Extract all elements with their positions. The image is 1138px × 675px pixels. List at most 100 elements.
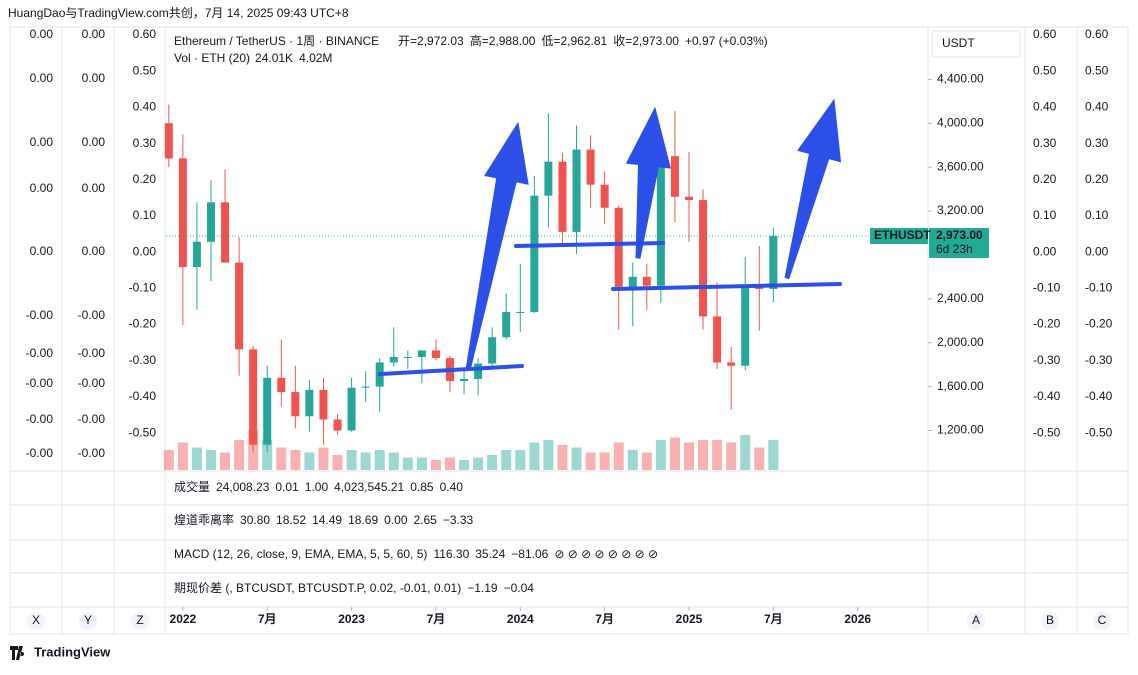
candle-body bbox=[431, 350, 440, 359]
pane-legend: 0.40 bbox=[440, 480, 464, 494]
left-scale-label: -0.10 bbox=[129, 281, 157, 295]
volume-bar bbox=[641, 452, 652, 470]
scale-button[interactable] bbox=[1093, 612, 1111, 630]
legend-key: 开= bbox=[398, 34, 417, 48]
volume-bar bbox=[613, 442, 624, 470]
footer-brand: TradingView bbox=[34, 644, 111, 659]
currency[interactable]: USDT bbox=[942, 36, 975, 50]
trend-line bbox=[611, 282, 842, 291]
right-scale-label: 0.40 bbox=[1085, 100, 1109, 114]
arrow bbox=[465, 121, 529, 371]
scale-button[interactable] bbox=[27, 612, 45, 630]
volume-bar bbox=[402, 457, 413, 470]
candle-body bbox=[614, 207, 623, 287]
x-tick-label: 2026 bbox=[844, 612, 871, 626]
pane-legend: 30.80 bbox=[240, 513, 270, 527]
right-scale-label: 0.20 bbox=[1033, 172, 1057, 186]
empty-scale-label: 0.00 bbox=[30, 135, 54, 149]
volume-bar bbox=[346, 450, 357, 470]
y-tick-label: 3,200.00 bbox=[937, 203, 984, 217]
candle-body bbox=[333, 419, 342, 431]
pane-legend: ⊘ ⊘ ⊘ ⊘ ⊘ ⊘ ⊘ ⊘ bbox=[554, 547, 658, 561]
pane-legend: 成交量 bbox=[174, 479, 210, 494]
price-tag-text: 2,973.00 bbox=[936, 228, 983, 242]
legend-value: 2,973.00 bbox=[632, 34, 679, 48]
empty-scale-label: 0.00 bbox=[30, 244, 54, 258]
volume-bar bbox=[318, 447, 329, 470]
volume-bar bbox=[374, 450, 385, 470]
right-scale-label: 0.10 bbox=[1085, 208, 1109, 222]
candle-body bbox=[670, 156, 679, 197]
volume-bar bbox=[177, 442, 188, 470]
scale-button[interactable] bbox=[967, 612, 985, 630]
arrow bbox=[625, 106, 671, 259]
volume-bar bbox=[726, 442, 737, 470]
pane-legend: −81.06 bbox=[511, 547, 548, 561]
empty-scale-label: 0.00 bbox=[82, 135, 106, 149]
right-scale-label: 0.60 bbox=[1085, 27, 1109, 41]
pane-legend: 24,008.23 bbox=[216, 480, 270, 494]
candle-body bbox=[699, 200, 708, 317]
volume-bar bbox=[585, 452, 596, 470]
empty-scale-label: -0.00 bbox=[26, 346, 54, 360]
volume-bar bbox=[234, 440, 245, 470]
legend-key: 收= bbox=[613, 34, 632, 48]
x-tick-label: 7月 bbox=[764, 612, 783, 626]
candle-body bbox=[713, 316, 722, 363]
candle-body bbox=[319, 389, 328, 420]
scale-button[interactable] bbox=[1041, 612, 1059, 630]
left-scale-label: -0.50 bbox=[129, 425, 157, 439]
pane-legend: 14.49 bbox=[312, 513, 342, 527]
right-scale-label: -0.20 bbox=[1033, 317, 1061, 331]
volume-bar bbox=[543, 440, 554, 470]
candle-body bbox=[741, 284, 750, 366]
candle-body bbox=[347, 387, 356, 431]
right-scale-label: 0.40 bbox=[1033, 100, 1057, 114]
candle-body bbox=[164, 123, 173, 159]
left-scale-label: 0.10 bbox=[133, 208, 157, 222]
y-tick-label: 3,600.00 bbox=[937, 159, 984, 173]
candle-body bbox=[684, 196, 693, 201]
symbol-tag-text: ETHUSDT bbox=[874, 228, 931, 242]
candle-body bbox=[178, 158, 187, 268]
x-tick-label: 2023 bbox=[338, 612, 365, 626]
x-tick-label: 7月 bbox=[595, 612, 614, 626]
candle-body bbox=[277, 377, 286, 393]
volume-bar bbox=[683, 442, 694, 470]
volume-bar bbox=[191, 447, 202, 470]
volume-bar bbox=[768, 440, 779, 470]
candle-body bbox=[586, 149, 595, 185]
volume-bar bbox=[459, 460, 470, 470]
pane-legend: −1.19 bbox=[467, 581, 498, 595]
right-scale-label: 0.00 bbox=[1085, 244, 1109, 258]
volume-value: 4.02M bbox=[299, 51, 332, 65]
pane-legend: −3.33 bbox=[443, 513, 474, 527]
left-scale-label: 0.40 bbox=[133, 100, 157, 114]
scale-letter: C bbox=[1098, 613, 1107, 627]
volume-bar bbox=[655, 440, 666, 470]
scale-button[interactable] bbox=[79, 612, 97, 630]
volume-bar bbox=[360, 452, 371, 470]
y-tick-label: 4,000.00 bbox=[937, 115, 984, 129]
scale-button[interactable] bbox=[131, 612, 149, 630]
empty-scale-label: 0.00 bbox=[30, 181, 54, 195]
empty-scale-label: 0.00 bbox=[82, 71, 106, 85]
pane-legend: 18.69 bbox=[348, 513, 378, 527]
legend-value: 2,972.03 bbox=[417, 34, 464, 48]
right-scale-label: 0.50 bbox=[1085, 63, 1109, 77]
volume-bar bbox=[515, 450, 526, 470]
right-scale-label: 0.50 bbox=[1033, 63, 1057, 77]
left-scale-label: -0.20 bbox=[129, 317, 157, 331]
left-scale-label: -0.30 bbox=[129, 353, 157, 367]
volume-bar bbox=[430, 460, 441, 470]
volume-bar bbox=[669, 437, 680, 470]
empty-scale-label: -0.00 bbox=[78, 308, 106, 322]
candle-body bbox=[558, 161, 567, 232]
volume-bar bbox=[205, 450, 216, 470]
pane-legend: 4,023,545.21 bbox=[334, 480, 404, 494]
volume-bar bbox=[557, 445, 568, 470]
candle-body bbox=[460, 378, 469, 382]
volume-bar bbox=[487, 455, 498, 470]
right-scale-label: -0.40 bbox=[1085, 389, 1113, 403]
